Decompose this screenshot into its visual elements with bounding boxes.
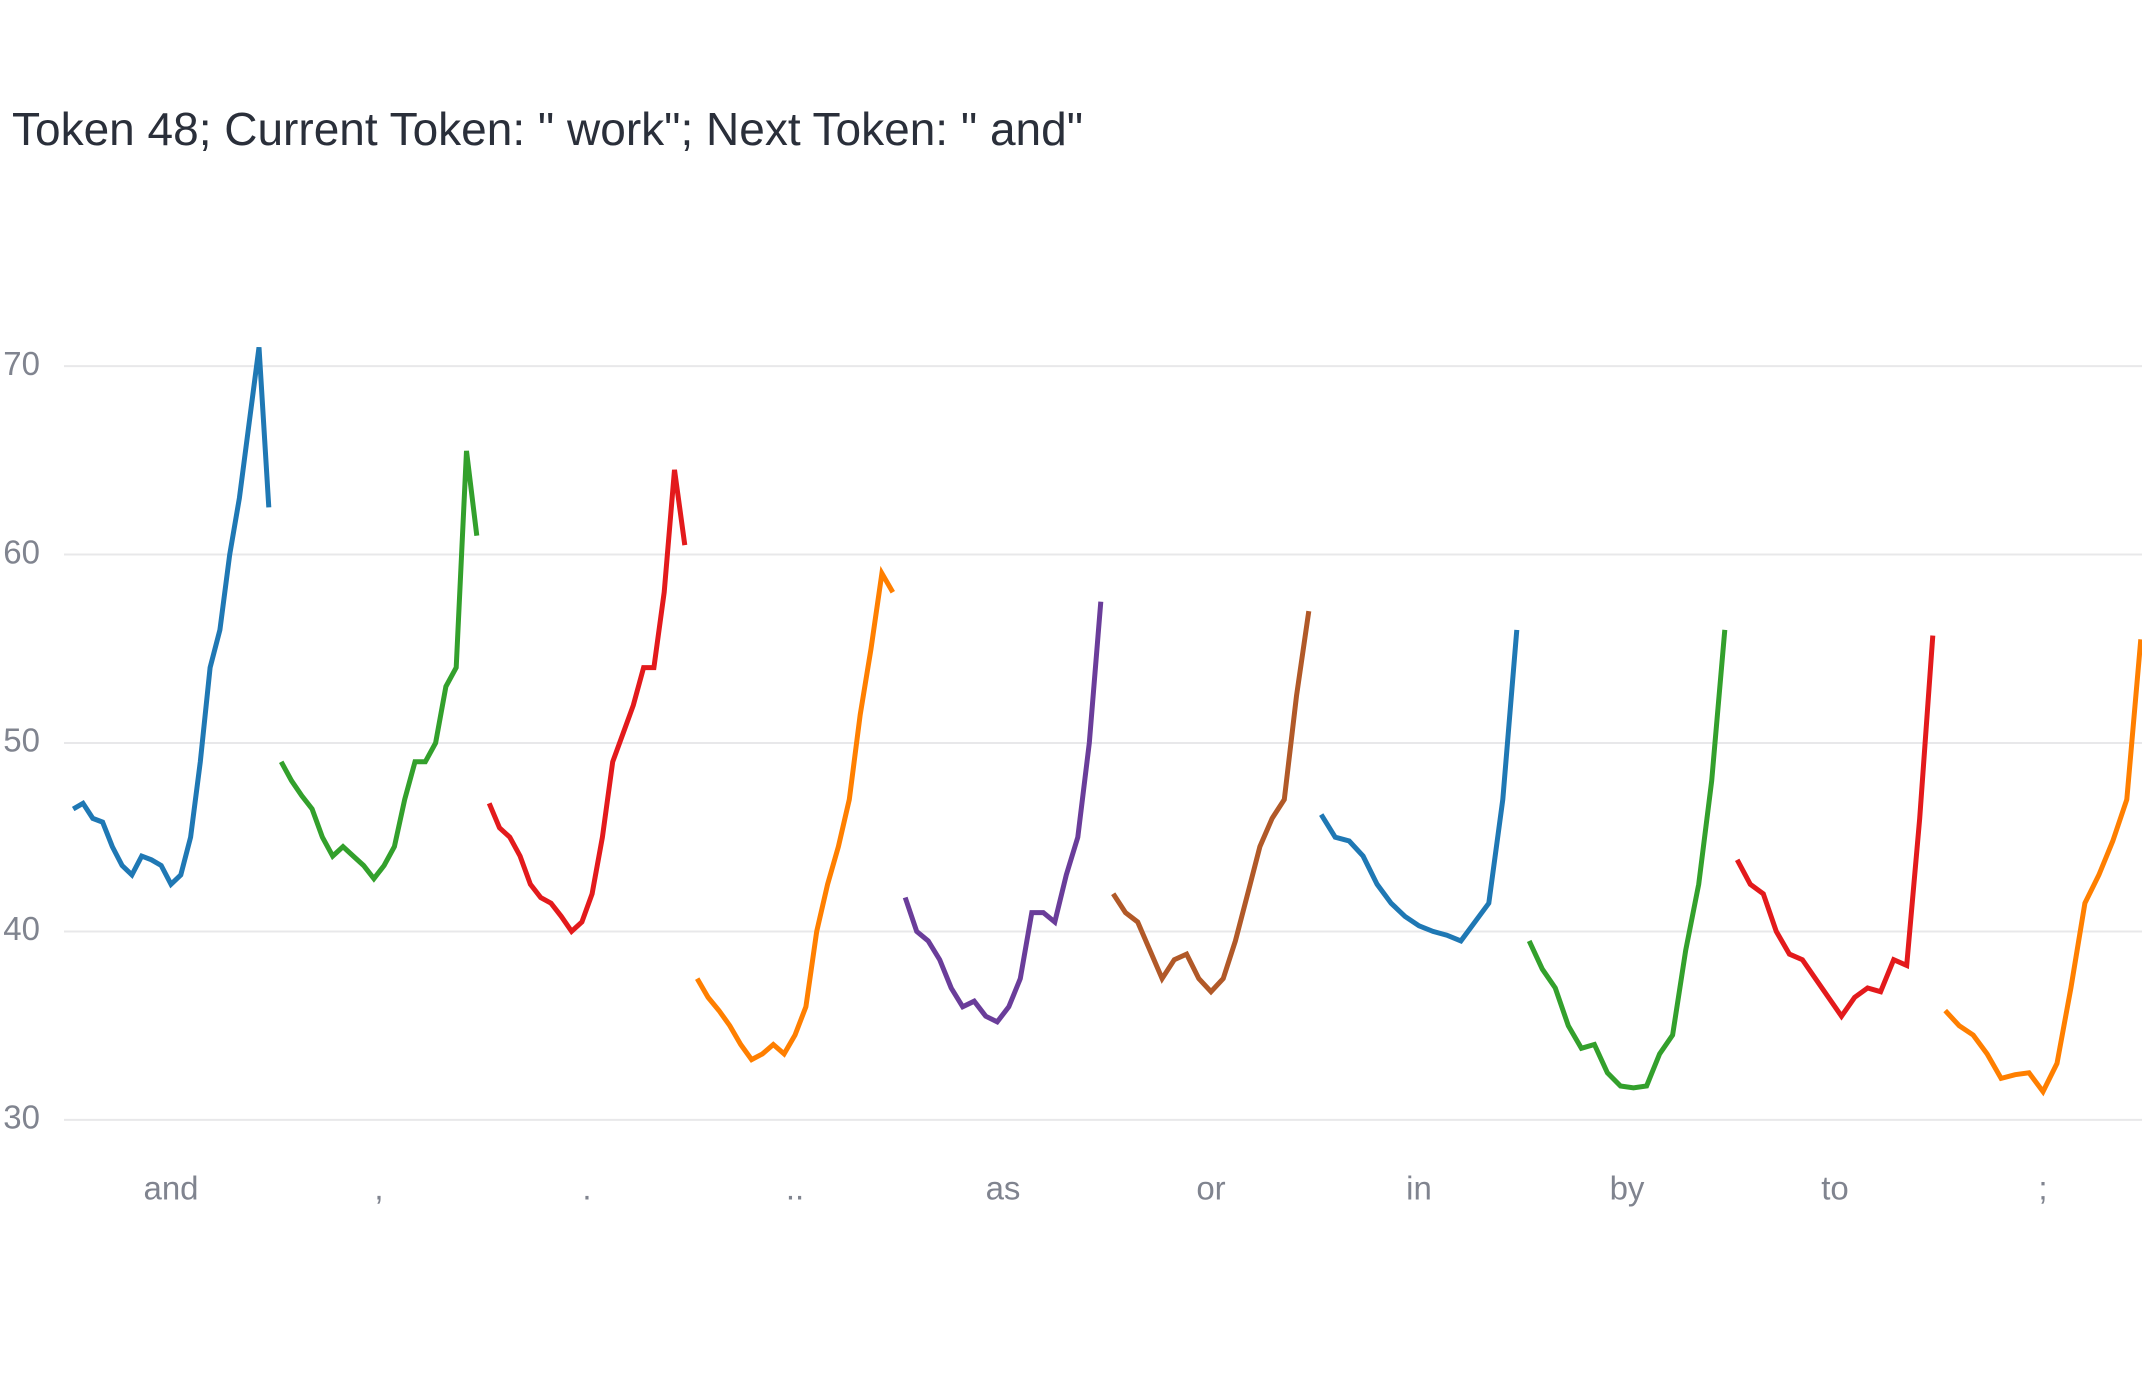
series-line <box>71 346 272 889</box>
y-tick-label: 60 <box>3 533 40 570</box>
series-line <box>1111 610 1312 996</box>
series-line <box>486 469 688 936</box>
series-line <box>279 450 480 883</box>
series-line <box>1943 639 2142 1097</box>
chart-title: Token 48; Current Token: " work"; Next T… <box>12 103 1083 155</box>
series-line <box>902 601 1104 1026</box>
x-tick-label: .. <box>786 1170 804 1207</box>
x-tick-label: by <box>1610 1170 1645 1207</box>
x-tick-label: , <box>374 1170 383 1207</box>
y-tick-label: 70 <box>3 345 40 382</box>
x-tick-label: . <box>582 1170 591 1207</box>
series-line <box>1526 629 1728 1091</box>
series-line <box>695 565 895 1063</box>
y-tick-label: 30 <box>3 1099 40 1136</box>
x-tick-label: to <box>1821 1170 1849 1207</box>
x-tick-label: in <box>1406 1170 1432 1207</box>
x-tick-label: ; <box>2038 1170 2047 1207</box>
y-tick-label: 50 <box>3 722 40 759</box>
x-tick-label: as <box>986 1170 1021 1207</box>
series-line <box>1319 629 1520 944</box>
y-tick-label: 40 <box>3 910 40 947</box>
series-line <box>1734 635 1936 1021</box>
x-tick-label: and <box>143 1170 198 1207</box>
x-tick-label: or <box>1196 1170 1225 1207</box>
